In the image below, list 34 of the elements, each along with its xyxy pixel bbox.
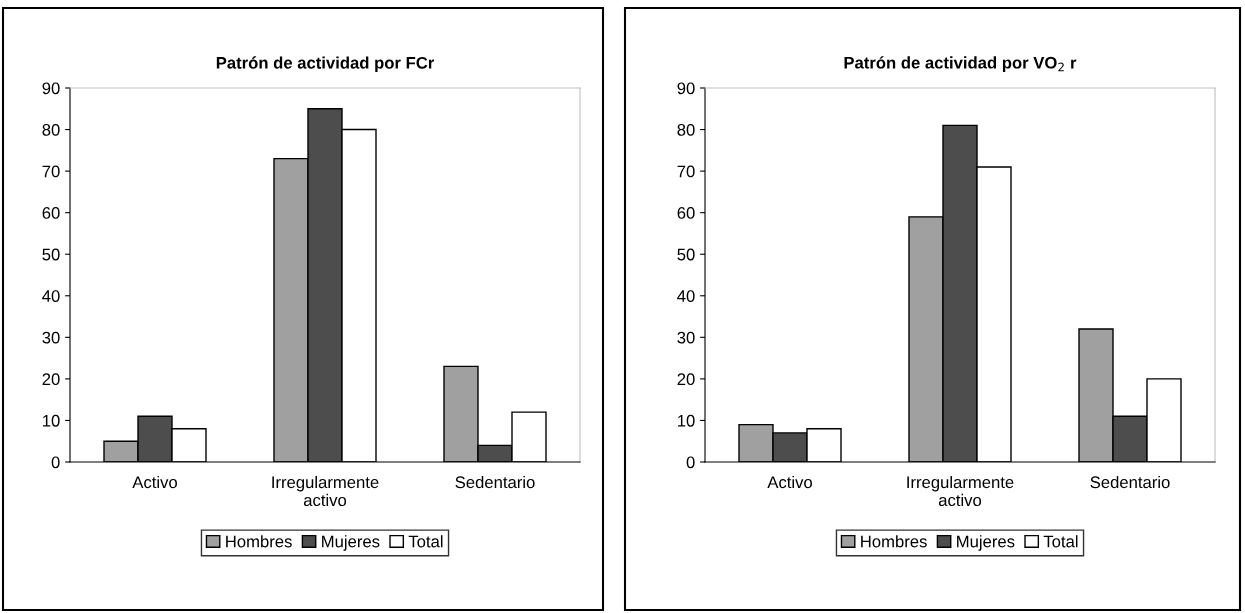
y-tick-label: 60 <box>677 207 695 219</box>
legend-label: Mujeres <box>322 535 380 551</box>
legend-label: Hombres <box>861 535 927 548</box>
y-tick-label: 40 <box>677 290 695 302</box>
legend-label: Hombres <box>226 535 292 548</box>
y-tick-label: 40 <box>42 290 60 302</box>
y-tick-label: 60 <box>42 207 60 219</box>
y-tick-label: 50 <box>677 248 695 261</box>
y-tick-label: 50 <box>42 248 60 261</box>
y-tick-label: 10 <box>43 414 60 427</box>
chart-title: Patrón de actividad por VO$_{2}$ r <box>844 56 1077 72</box>
x-tick-label: Irregularmente activo <box>272 475 379 507</box>
x-tick-label: Sedentario <box>455 475 535 489</box>
y-tick-label: 20 <box>677 373 695 386</box>
y-tick-label: 80 <box>42 123 60 136</box>
x-tick-label: Activo <box>767 475 812 489</box>
legend-label: Total <box>1043 535 1078 548</box>
y-tick-label: 30 <box>42 331 60 344</box>
y-tick-label: 80 <box>677 123 695 136</box>
y-tick-label: 0 <box>51 456 60 469</box>
x-tick-label: Activo <box>132 475 177 489</box>
y-tick-label: 10 <box>678 414 695 427</box>
y-tick-label: 90 <box>42 82 60 95</box>
x-tick-label: Sedentario <box>1090 475 1170 489</box>
y-tick-label: 70 <box>42 165 60 178</box>
x-tick-label: Irregularmente activo <box>907 475 1014 507</box>
y-tick-label: 0 <box>686 456 695 469</box>
y-tick-label: 90 <box>677 82 695 95</box>
legend-label: Mujeres <box>957 535 1015 551</box>
y-tick-label: 70 <box>677 165 695 178</box>
chart-title: Patrón de actividad por FCr <box>216 56 435 73</box>
y-tick-label: 30 <box>677 331 695 344</box>
legend-label: Total <box>408 535 443 548</box>
y-tick-label: 20 <box>42 373 60 386</box>
